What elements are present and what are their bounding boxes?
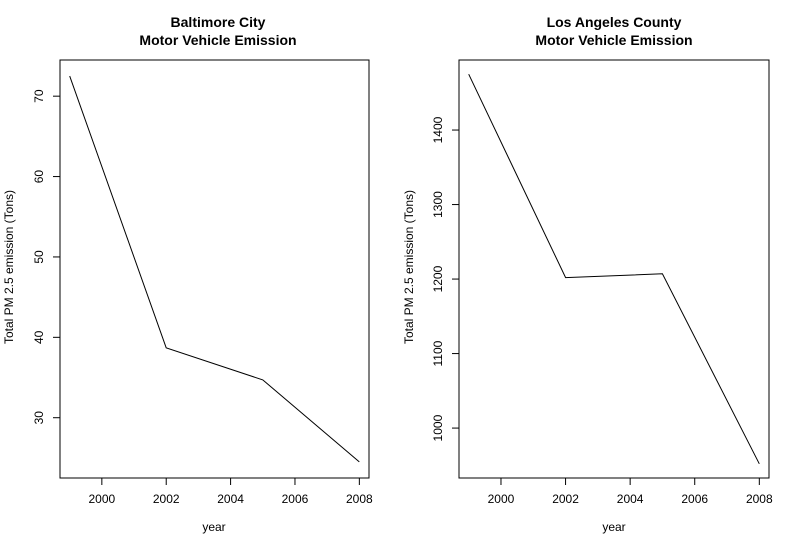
y-tick-label: 1000 [431, 414, 445, 441]
y-tick-label: 1400 [431, 116, 445, 143]
x-axis-label: year [202, 520, 225, 534]
y-axis: 1000 1100 1200 1300 1400 [431, 116, 460, 441]
y-tick-label: 70 [32, 89, 46, 103]
x-tick-label: 2000 [88, 492, 115, 506]
y-tick-label: 1100 [431, 340, 445, 366]
x-axis: 2000 2002 2004 2006 2008 [488, 477, 773, 506]
x-tick-label: 2004 [617, 492, 644, 506]
y-tick-label: 60 [32, 170, 46, 184]
series [69, 75, 360, 463]
y-tick-label: 1300 [431, 191, 445, 218]
y-tick-label: 50 [32, 250, 46, 264]
series-line [69, 75, 360, 463]
x-tick-label: 2008 [746, 492, 773, 506]
x-tick-label: 2006 [282, 492, 309, 506]
x-tick-label: 2006 [681, 492, 708, 506]
series-line [468, 73, 760, 465]
chart-panel-los-angeles: Los Angeles County Motor Vehicle Emissio… [402, 14, 773, 534]
chart-title-line-1: Los Angeles County [547, 14, 682, 30]
series [468, 73, 760, 465]
x-tick-label: 2000 [488, 492, 515, 506]
y-axis-label: Total PM 2.5 emission (Tons) [402, 190, 416, 344]
y-tick-label: 1200 [431, 265, 445, 292]
x-tick-label: 2004 [217, 492, 244, 506]
chart-title-line-2: Motor Vehicle Emission [139, 32, 296, 48]
x-tick-label: 2002 [552, 492, 579, 506]
x-tick-label: 2002 [153, 492, 180, 506]
chart-title-line-1: Baltimore City [171, 14, 266, 30]
y-tick-label: 30 [32, 411, 46, 425]
y-axis-label: Total PM 2.5 emission (Tons) [2, 190, 16, 344]
chart-panel-baltimore: Baltimore City Motor Vehicle Emission 20… [2, 14, 373, 534]
y-tick-label: 40 [32, 330, 46, 344]
chart-title-line-2: Motor Vehicle Emission [535, 32, 692, 48]
x-axis: 2000 2002 2004 2006 2008 [88, 477, 373, 506]
x-axis-label: year [602, 520, 625, 534]
y-axis: 30 40 50 60 70 [32, 89, 61, 425]
x-tick-label: 2008 [346, 492, 373, 506]
